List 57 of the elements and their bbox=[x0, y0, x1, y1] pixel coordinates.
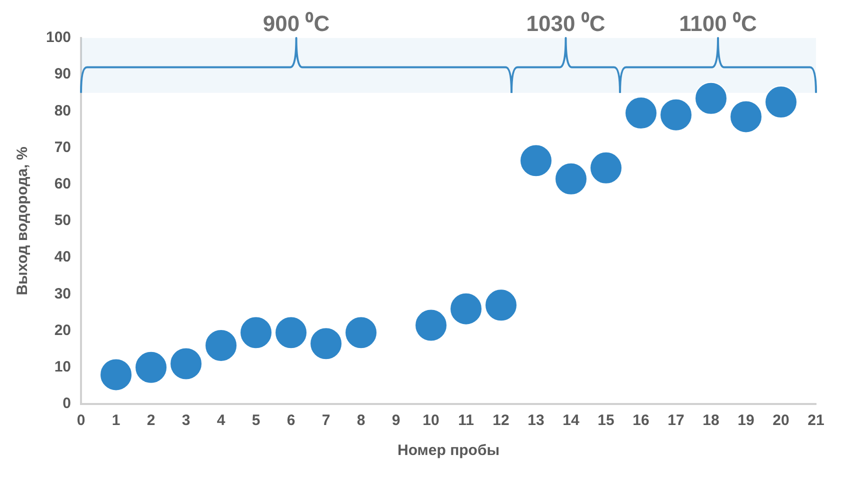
x-tick-label: 20 bbox=[772, 412, 790, 430]
point bbox=[520, 144, 553, 178]
y-tick-label: 60 bbox=[54, 176, 72, 193]
x-tick-label: 13 bbox=[528, 412, 544, 430]
x-tick-label: 5 bbox=[252, 412, 260, 430]
y-tick-label: 20 bbox=[54, 322, 72, 339]
y-tick-label: 70 bbox=[54, 138, 72, 156]
x-tick-label: 9 bbox=[392, 412, 400, 430]
band-label: 900 ⁰C bbox=[262, 11, 330, 36]
x-tick-label: 16 bbox=[632, 412, 650, 430]
band-label: 1030 ⁰C bbox=[526, 11, 606, 36]
y-axis-title: Выход водорода, % bbox=[14, 146, 32, 296]
x-tick-label: 19 bbox=[738, 412, 754, 430]
y-tick-label: 40 bbox=[54, 248, 72, 266]
point bbox=[100, 358, 133, 392]
x-tick-label: 17 bbox=[668, 412, 684, 430]
y-tick-label: 90 bbox=[54, 66, 72, 83]
x-tick-label: 7 bbox=[322, 412, 330, 430]
x-tick-label: 18 bbox=[702, 412, 720, 430]
y-tick-label: 0 bbox=[62, 395, 72, 412]
x-tick-label: 10 bbox=[422, 412, 440, 430]
x-axis-title: Номер пробы bbox=[398, 442, 500, 460]
band-label: 1100 ⁰C bbox=[679, 11, 757, 36]
x-tick-label: 4 bbox=[216, 412, 226, 430]
point bbox=[344, 316, 378, 350]
x-tick-label: 8 bbox=[356, 412, 366, 430]
x-tick-label: 12 bbox=[492, 412, 510, 430]
point bbox=[240, 316, 273, 350]
x-tick-label: 1 bbox=[112, 412, 120, 430]
y-tick-label: 100 bbox=[46, 29, 72, 46]
point bbox=[414, 308, 448, 342]
y-tick-label: 30 bbox=[54, 285, 72, 302]
x-tick-label: 0 bbox=[76, 412, 86, 430]
point bbox=[134, 350, 168, 384]
y-tick-label: 80 bbox=[54, 102, 72, 120]
x-tick-label: 11 bbox=[458, 412, 474, 430]
x-tick-label: 6 bbox=[286, 412, 296, 430]
point bbox=[660, 98, 693, 132]
point bbox=[204, 328, 238, 362]
y-tick-label: 50 bbox=[54, 212, 72, 230]
point bbox=[484, 288, 518, 322]
point bbox=[764, 86, 798, 119]
point bbox=[590, 151, 623, 184]
x-tick-label: 14 bbox=[562, 412, 580, 430]
x-tick-label: 15 bbox=[598, 412, 614, 430]
x-tick-label: 3 bbox=[182, 412, 190, 430]
point bbox=[274, 316, 308, 350]
x-tick-label: 21 bbox=[808, 412, 824, 430]
point bbox=[624, 96, 658, 130]
y-tick-label: 10 bbox=[54, 358, 72, 376]
x-tick-label: 2 bbox=[146, 412, 156, 430]
point bbox=[170, 347, 203, 380]
point bbox=[554, 162, 588, 196]
point bbox=[310, 327, 343, 360]
point bbox=[450, 292, 483, 326]
point bbox=[694, 82, 728, 115]
point bbox=[730, 100, 763, 134]
